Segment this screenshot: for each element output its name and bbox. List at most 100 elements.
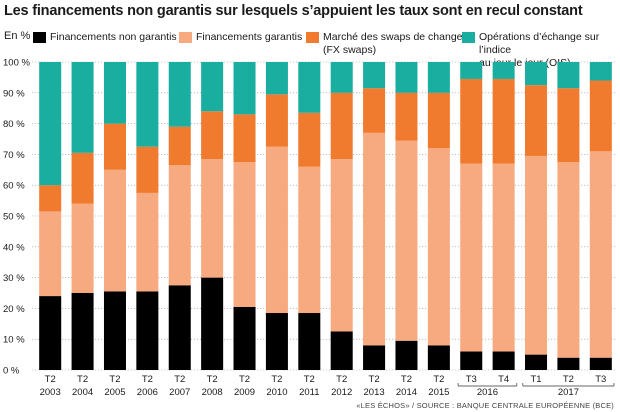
bar-segment-s1 <box>71 203 94 293</box>
bar-segment-s1 <box>525 155 548 355</box>
bar-segment-s1 <box>201 159 224 278</box>
bar-segment-s1 <box>460 163 483 352</box>
bar-segment-s0 <box>395 340 418 370</box>
y-tick-label: 90 % <box>3 88 25 99</box>
bar-segment-s3 <box>492 62 515 79</box>
x-tick-label: T2 <box>369 374 380 385</box>
bar-segment-s2 <box>168 126 191 166</box>
bar-segment-s0 <box>201 277 224 370</box>
bar-segment-s1 <box>168 165 191 286</box>
x-tick-label: T3 <box>466 374 477 385</box>
x-tick-label: T2 <box>433 374 444 385</box>
bar-segment-s2 <box>71 152 94 204</box>
bar-segment-s2 <box>136 146 159 193</box>
legend-swatch-ois <box>462 32 475 43</box>
x-year-label: 2004 <box>72 387 93 398</box>
legend-item-secured: Financements garantis <box>179 31 314 57</box>
bar-segment-s2 <box>233 114 256 163</box>
x-tick-label: T2 <box>77 374 88 385</box>
bar-segment-s0 <box>427 345 450 370</box>
x-year-label: 2010 <box>266 387 287 398</box>
bar-segment-s1 <box>233 162 256 307</box>
bar-segment-s0 <box>557 357 580 370</box>
x-tick-label: T3 <box>595 374 606 385</box>
x-tick-label: T2 <box>239 374 250 385</box>
legend-item-fx-swaps: Marché des swaps de change (FX swaps) <box>306 31 466 59</box>
y-tick-label: 40 % <box>3 242 25 253</box>
y-tick-label: 10 % <box>3 335 25 346</box>
bar-segment-s1 <box>265 146 288 314</box>
bar-segment-s1 <box>427 148 450 346</box>
legend-swatch-unsecured <box>33 32 46 43</box>
x-year-label: 2013 <box>364 387 385 398</box>
bar-segment-s3 <box>427 62 450 93</box>
y-tick-label: 0 % <box>3 366 20 377</box>
bar-segment-s3 <box>201 62 224 112</box>
y-tick-label: 20 % <box>3 304 25 315</box>
bar-segment-s0 <box>233 306 256 370</box>
x-tick-label: T4 <box>498 374 509 385</box>
bar-segment-s1 <box>330 159 353 332</box>
bar-segment-s3 <box>460 62 483 79</box>
bar-segment-s0 <box>363 345 386 370</box>
bar-segment-s1 <box>363 132 386 346</box>
x-year-group-label: 2016 <box>477 387 498 398</box>
x-tick-label: T2 <box>142 374 153 385</box>
legend-swatch-secured <box>179 32 192 43</box>
y-tick-label: 30 % <box>3 273 25 284</box>
bar-segment-s1 <box>557 162 580 358</box>
x-year-label: 2014 <box>396 387 417 398</box>
y-tick-label: 60 % <box>3 181 25 192</box>
bar-segment-s2 <box>427 92 450 149</box>
x-year-group-label: 2017 <box>558 387 579 398</box>
legend-label-secured: Financements garantis <box>196 31 303 43</box>
y-tick-label: 50 % <box>3 212 25 223</box>
bar-segment-s3 <box>71 62 94 153</box>
legend-label-unsecured: Financements non garantis <box>50 31 177 43</box>
bar-segment-s2 <box>395 92 418 141</box>
bar-segment-s3 <box>265 62 288 95</box>
bar-segment-s2 <box>39 185 62 212</box>
y-tick-label: 70 % <box>3 150 25 161</box>
bar-segment-s0 <box>103 291 126 370</box>
bar-segment-s2 <box>557 88 580 163</box>
bar-segment-s3 <box>136 62 159 147</box>
bar-segment-s1 <box>103 169 126 292</box>
bar-segment-s3 <box>363 62 386 89</box>
x-tick-label: T2 <box>207 374 218 385</box>
bar-segment-s1 <box>39 211 62 297</box>
x-year-label: 2006 <box>137 387 158 398</box>
x-year-label: 2009 <box>234 387 255 398</box>
x-year-label: 2005 <box>104 387 125 398</box>
bar-segment-s3 <box>39 62 62 186</box>
x-tick-label: T1 <box>530 374 541 385</box>
x-year-label: 2003 <box>40 387 61 398</box>
y-tick-label: 100 % <box>3 58 30 69</box>
bar-segment-s0 <box>265 313 288 370</box>
bar-segment-s0 <box>71 293 94 370</box>
bar-segment-s3 <box>330 62 353 93</box>
x-tick-label: T2 <box>336 374 347 385</box>
chart-title: Les financements non garantis sur lesque… <box>4 3 583 19</box>
x-year-label: 2007 <box>169 387 190 398</box>
bar-segment-s2 <box>265 94 288 147</box>
bar-segment-s3 <box>168 62 191 127</box>
x-tick-label: T2 <box>271 374 282 385</box>
bar-segment-s3 <box>589 62 612 81</box>
bar-segment-s0 <box>460 351 483 370</box>
bar-segment-s3 <box>395 62 418 93</box>
legend-swatch-fx-swaps <box>306 32 319 43</box>
bar-segment-s3 <box>525 62 548 86</box>
bar-segment-s0 <box>39 296 62 370</box>
x-year-label: 2015 <box>428 387 449 398</box>
x-year-label: 2012 <box>331 387 352 398</box>
bar-segment-s2 <box>363 88 386 133</box>
bar-segment-s3 <box>233 62 256 115</box>
x-tick-label: T2 <box>109 374 120 385</box>
y-tick-label: 80 % <box>3 119 25 130</box>
bar-segment-s0 <box>330 331 353 370</box>
unit-label: En % <box>4 30 31 42</box>
x-tick-label: T2 <box>45 374 56 385</box>
bar-segment-s2 <box>103 123 126 170</box>
x-tick-label: T2 <box>174 374 185 385</box>
